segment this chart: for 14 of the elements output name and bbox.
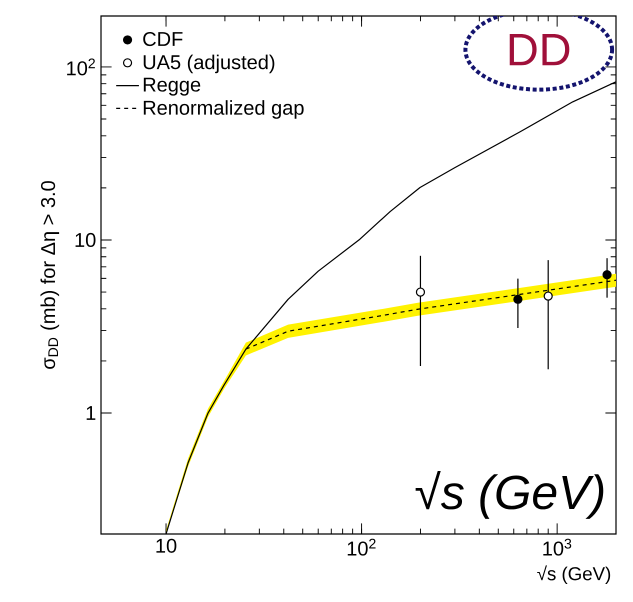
x-tick-label: 10$^{2}$: [348, 538, 376, 556]
annotation: √s (GeV): [416, 471, 604, 519]
y-tick-label: 10: [76, 232, 96, 248]
annotation: DD: [510, 34, 570, 66]
legend-label: UA5 (adjusted): [144, 54, 274, 74]
legend-label: CDF: [143, 32, 182, 46]
y-axis-title: σ$_{DD}$ (mb) for Δη > 3.0: [40, 181, 60, 369]
x-axis-title: √s (GeV): [537, 565, 610, 584]
legend-label: Regge: [144, 78, 200, 96]
y-tick-label: 10$^{2}$: [67, 58, 95, 76]
x-tick-label: 10: [156, 538, 176, 553]
x-tick-label: 10$^{3}$: [543, 538, 572, 556]
legend-label: Renormalized gap: [144, 100, 304, 119]
y-tick-label: 1: [86, 406, 96, 420]
